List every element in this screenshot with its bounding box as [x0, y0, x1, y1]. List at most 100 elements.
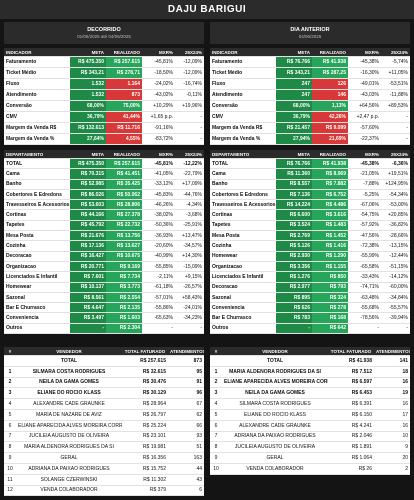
- table-cell: R$ 6.752: [312, 189, 348, 201]
- table-cell: -24,02%: [142, 78, 175, 90]
- table-cell: Ticket Médio: [4, 67, 70, 79]
- table-cell: R$ 257.615: [106, 158, 142, 170]
- table-cell: R$ 2.046: [328, 431, 374, 443]
- table-cell: +2,47 p.p.: [348, 111, 381, 123]
- table-cell: Margem da Venda R$: [4, 122, 70, 134]
- table-cell: R$ 23.101: [122, 431, 168, 443]
- table-cell: R$ 324: [312, 292, 348, 304]
- table-cell: +14,30%: [175, 251, 204, 262]
- table-cell: 9: [210, 452, 222, 464]
- table-row: 5 ELIANE DO ROCIO KLASS R$ 6.150 17: [210, 409, 410, 421]
- table-cell: 3: [210, 387, 222, 400]
- table-cell: 62: [168, 409, 204, 421]
- table-cell: 2: [374, 463, 410, 475]
- table-cell: R$ 11.302: [122, 474, 168, 486]
- table-cell: 27,94%: [276, 133, 312, 145]
- table-cell: ELIANE DO ROCIO KLASS: [222, 409, 328, 421]
- table-cell: Cama: [4, 168, 70, 180]
- table-cell: -34,84%: [381, 292, 410, 304]
- header-row: INDICADOR META REALIZADO MXR% 25X24%: [210, 48, 410, 57]
- table-cell: R$ 850: [312, 271, 348, 283]
- table-cell: ADRIANA DA PAIXAO RODRIGUES: [222, 431, 328, 443]
- table-cell: R$ 257.615: [122, 355, 168, 367]
- table-cell: 11: [4, 474, 16, 486]
- table-cell: -: [348, 323, 381, 335]
- table-cell: -43,02%: [142, 89, 175, 101]
- table-row: Cozinha R$ 17.136 R$ 13.627 -20,60% -34,57%: [4, 240, 204, 252]
- table-cell: 2: [210, 377, 222, 389]
- table-cell: R$ 16.427: [70, 251, 106, 262]
- ind-table: INDICADOR META REALIZADO MXR% 25X24% Faturame…: [210, 48, 410, 145]
- table-cell: R$ 257.615: [106, 56, 142, 68]
- table-cell: TOTAL: [222, 355, 328, 367]
- table-cell: Tapetes: [210, 220, 276, 232]
- table-cell: -5,25%: [348, 189, 381, 201]
- table-row: 7 ADRIANA DA PAIXAO RODRIGUES R$ 2.046 10: [210, 431, 410, 443]
- table-cell: -57,01%: [142, 292, 175, 304]
- table-cell: -61,18%: [142, 282, 175, 293]
- table-cell: -50,36%: [142, 220, 175, 232]
- table-cell: Banho: [210, 179, 276, 190]
- table-cell: -: [175, 111, 204, 123]
- column-header: 25X24%: [381, 48, 410, 57]
- table-cell: -65,58%: [348, 261, 381, 273]
- table-cell: 3: [4, 387, 16, 400]
- column-header: 25X24%: [175, 48, 204, 57]
- table-cell: -12,09%: [175, 67, 204, 79]
- table-cell: 163: [168, 452, 204, 464]
- table-cell: TOTAL: [4, 158, 70, 170]
- table-cell: Conveniencia: [4, 312, 70, 324]
- table-row: 6 ALEXANDRE CADE GRAUNKE R$ 4.241 16: [210, 420, 410, 432]
- column-header: REALIZADO: [312, 48, 348, 57]
- table-cell: Sazonal: [210, 292, 276, 304]
- table-cell: Fluxo: [210, 78, 276, 90]
- table-cell: +9,15%: [175, 271, 204, 283]
- table-row: Organizacao R$ 3.356 R$ 1.155 -65,58% -51,15…: [210, 261, 410, 273]
- table-cell: 6: [168, 485, 204, 497]
- column-header: ATENDIMENTOS: [168, 347, 204, 356]
- table-cell: R$ 19.981: [122, 441, 168, 454]
- table-cell: R$ 475.350: [70, 56, 106, 68]
- table-cell: R$ 895: [276, 292, 312, 304]
- table-cell: R$ 13.627: [106, 240, 142, 252]
- table-cell: -36,93%: [142, 230, 175, 242]
- table-cell: ELIANE DO ROCIO KLASS: [16, 387, 122, 400]
- table-cell: -: [70, 323, 106, 335]
- table-cell: R$ 8.969: [312, 168, 348, 180]
- table-cell: -2,11%: [142, 271, 175, 283]
- table-cell: Mesa Posta: [210, 230, 276, 242]
- table-cell: R$ 3.616: [312, 209, 348, 221]
- table-row: Margem da Venda % 27,64% 4,55% -83,72% -: [4, 133, 204, 145]
- table-cell: Margem da Venda %: [4, 133, 70, 145]
- table-cell: -: [381, 111, 410, 123]
- table-cell: ELIANE APARECIDA ALVES MOREIRA CORREA: [222, 377, 328, 389]
- table-cell: Mesa Posta: [4, 230, 70, 242]
- table-row: Fluxo 247 126 -49,01% -53,51%: [210, 78, 410, 90]
- table-cell: 1.532: [70, 89, 106, 101]
- table-row: Outros - R$ 642- -: [210, 323, 410, 335]
- table-cell: R$ 7.601: [70, 271, 106, 283]
- table-cell: R$ 343,21: [276, 67, 312, 79]
- table-cell: +11,05%: [381, 67, 410, 79]
- table-cell: R$ 4.647: [70, 302, 106, 314]
- table-cell: -3,68%: [175, 209, 204, 221]
- table-row: 11 SOLANGE CZERWINSKI R$ 11.302 43: [4, 474, 204, 486]
- table-cell: MARIA ALDENORA RODRIGUES DA SI: [16, 441, 122, 454]
- table-cell: Faturamento: [210, 56, 276, 68]
- table-cell: 68,00%: [276, 100, 312, 112]
- table-cell: R$ 168: [312, 312, 348, 324]
- table-cell: Faturamento: [4, 56, 70, 68]
- table-cell: R$ 7.512: [328, 366, 374, 378]
- column-header: VENDEDOR: [222, 347, 328, 356]
- table-cell: Cama: [210, 168, 276, 180]
- table-row: Cama R$ 70.315 R$ 41.451 -41,05% -22,79%: [4, 168, 204, 180]
- table-cell: -46,26%: [142, 199, 175, 211]
- table-cell: MARIA DE NAZARE DE AVIZ: [16, 409, 122, 421]
- table-cell: R$ 14.224: [276, 199, 312, 211]
- table-cell: Conversão: [210, 100, 276, 112]
- table-cell: SILMARA COSTA RODRIGUES: [222, 398, 328, 410]
- table-cell: -65,63%: [142, 312, 175, 324]
- table-row: TOTAL R$ 475.350 R$ 257.615 -45,81% -12,22%: [4, 158, 204, 170]
- table-cell: Banho: [4, 179, 70, 190]
